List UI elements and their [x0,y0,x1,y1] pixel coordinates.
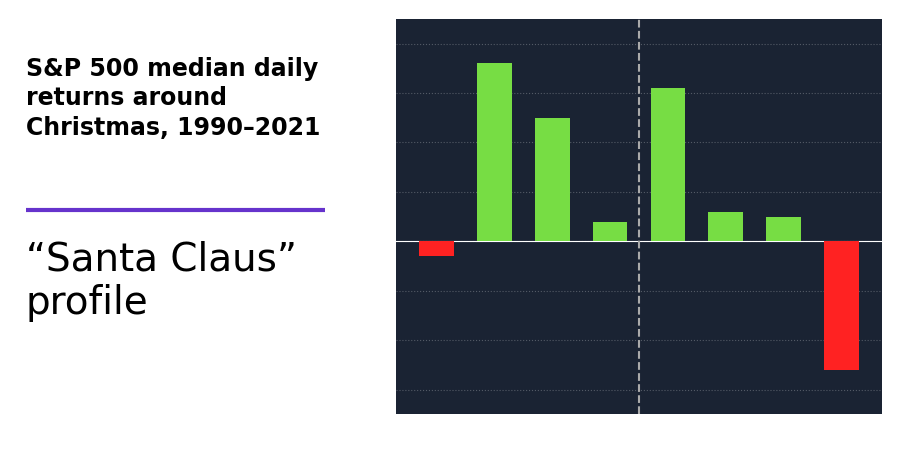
Bar [708,212,743,241]
Bar [477,64,512,241]
Bar [593,221,627,241]
Text: “Santa Claus”
profile: “Santa Claus” profile [26,240,297,322]
Bar [651,88,685,241]
Bar [535,118,570,241]
Bar [824,241,859,370]
Text: S&P 500 median daily
returns around
Christmas, 1990–2021: S&P 500 median daily returns around Chri… [26,57,320,140]
X-axis label: Trading day before/after Christmas: Trading day before/after Christmas [475,446,803,463]
Bar [419,241,454,256]
Bar [766,217,801,241]
